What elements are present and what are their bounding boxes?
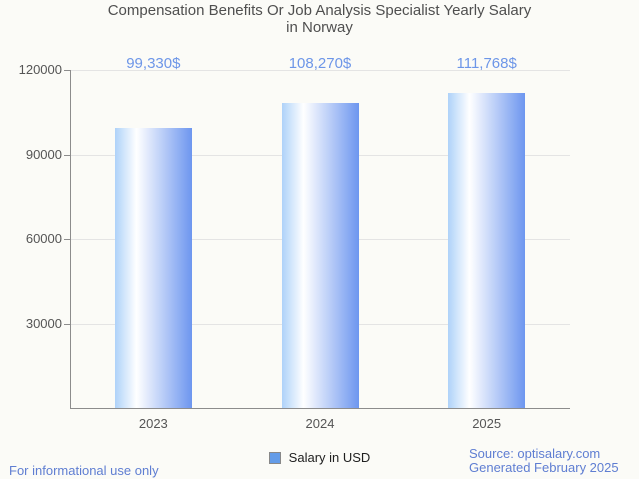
source-block: Source: optisalary.com Generated Februar…: [469, 447, 619, 475]
legend: Salary in USD: [0, 450, 639, 465]
chart-title: Compensation Benefits Or Job Analysis Sp…: [0, 2, 639, 36]
x-axis-category-label: 2025: [472, 416, 502, 431]
bar-2025[interactable]: [448, 93, 526, 408]
bar-2024[interactable]: [281, 103, 359, 408]
bar-2023[interactable]: [114, 128, 192, 408]
generated-text: Generated February 2025: [469, 460, 619, 475]
gridline: [70, 70, 570, 71]
legend-color-swatch: [268, 451, 281, 464]
y-axis-tick-label: 30000: [25, 315, 62, 331]
y-axis-tick: [64, 239, 70, 240]
y-axis-tick: [64, 70, 70, 71]
legend-label: Salary in USD: [288, 450, 371, 465]
chart-title-line2: in Norway: [286, 18, 353, 36]
y-axis-tick-label: 60000: [25, 231, 62, 246]
chart-title-line1: Compensation Benefits Or Job Analysis Sp…: [107, 2, 532, 19]
bar-value-label: 111,768$: [456, 55, 517, 72]
x-axis-line: [70, 408, 570, 409]
bar-value-label: 108,270$: [288, 55, 352, 72]
disclaimer-text: For informational use only: [9, 463, 159, 478]
y-axis-line: [70, 70, 71, 408]
y-axis-tick: [64, 154, 70, 156]
source-link[interactable]: Source: optisalary.com: [469, 446, 601, 461]
y-axis-tick: [64, 323, 70, 325]
x-axis-category-label: 2023: [138, 416, 168, 431]
y-axis-tick-label: 120000: [18, 62, 62, 77]
y-axis-tick-label: 90000: [25, 146, 62, 162]
x-axis-category-label: 2024: [305, 416, 335, 431]
bar-value-label: 99,330$: [126, 55, 181, 72]
